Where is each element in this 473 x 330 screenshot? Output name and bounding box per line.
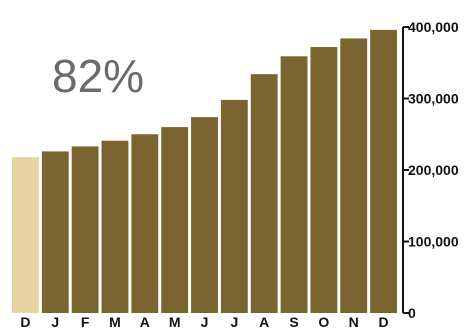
bar-1: [41, 151, 69, 313]
x-tick-label: J: [51, 314, 59, 330]
bars-group: [12, 29, 397, 314]
bar-9: [280, 56, 308, 314]
bar-6: [191, 117, 218, 313]
y-tick-label: 100,000: [408, 234, 459, 250]
bar-4: [131, 134, 159, 313]
x-tick-label: M: [169, 314, 181, 330]
bar-10: [310, 47, 338, 314]
bar-8: [250, 74, 278, 313]
y-tick-label: 200,000: [408, 162, 459, 178]
x-tick-label: N: [349, 314, 359, 330]
y-tick-label: 300,000: [408, 91, 459, 107]
bar-7: [220, 99, 248, 314]
x-tick-label: J: [230, 314, 238, 330]
x-tick-label: J: [201, 314, 209, 330]
y-tick-label: 400,000: [408, 19, 459, 35]
bar-2: [71, 146, 99, 313]
x-tick-label: A: [259, 314, 269, 330]
percent-annotation: 82%: [52, 50, 144, 102]
x-tick-label: O: [318, 314, 329, 330]
x-tick-label: A: [140, 314, 150, 330]
y-ticks-group: 0 100,000 200,000 300,000 400,000: [403, 19, 459, 321]
x-tick-label: D: [20, 314, 30, 330]
bar-11: [340, 38, 368, 313]
x-tick-label: S: [289, 314, 298, 330]
x-tick-label: M: [109, 314, 121, 330]
bar-12: [370, 29, 397, 314]
x-tick-label: D: [379, 314, 389, 330]
bar-0: [12, 157, 39, 313]
bar-5: [161, 127, 189, 313]
bar-3: [101, 140, 129, 313]
x-tick-label: F: [81, 314, 90, 330]
y-tick-label: 0: [408, 305, 416, 321]
